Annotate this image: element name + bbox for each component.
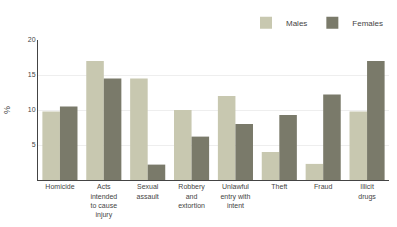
svg-text:Robberyandextortion: Robberyandextortion bbox=[178, 183, 205, 208]
svg-text:10: 10 bbox=[28, 106, 36, 113]
svg-text:Fraud: Fraud bbox=[314, 183, 332, 190]
svg-text:5: 5 bbox=[32, 141, 36, 148]
svg-text:Theft: Theft bbox=[271, 183, 287, 190]
svg-text:Actsintendedto causeinjury: Actsintendedto causeinjury bbox=[90, 183, 117, 218]
svg-text:Illicitdrugs: Illicitdrugs bbox=[358, 183, 376, 200]
svg-text:Homicide: Homicide bbox=[45, 183, 74, 190]
svg-text:Females: Females bbox=[352, 19, 383, 28]
svg-text:15: 15 bbox=[28, 71, 36, 78]
svg-text:Sexualassault: Sexualassault bbox=[137, 183, 159, 199]
svg-text:20: 20 bbox=[28, 36, 36, 43]
svg-text:%: % bbox=[2, 106, 12, 114]
svg-text:Unlawfulentry withintent: Unlawfulentry withintent bbox=[220, 183, 250, 208]
svg-text:Males: Males bbox=[286, 19, 307, 28]
